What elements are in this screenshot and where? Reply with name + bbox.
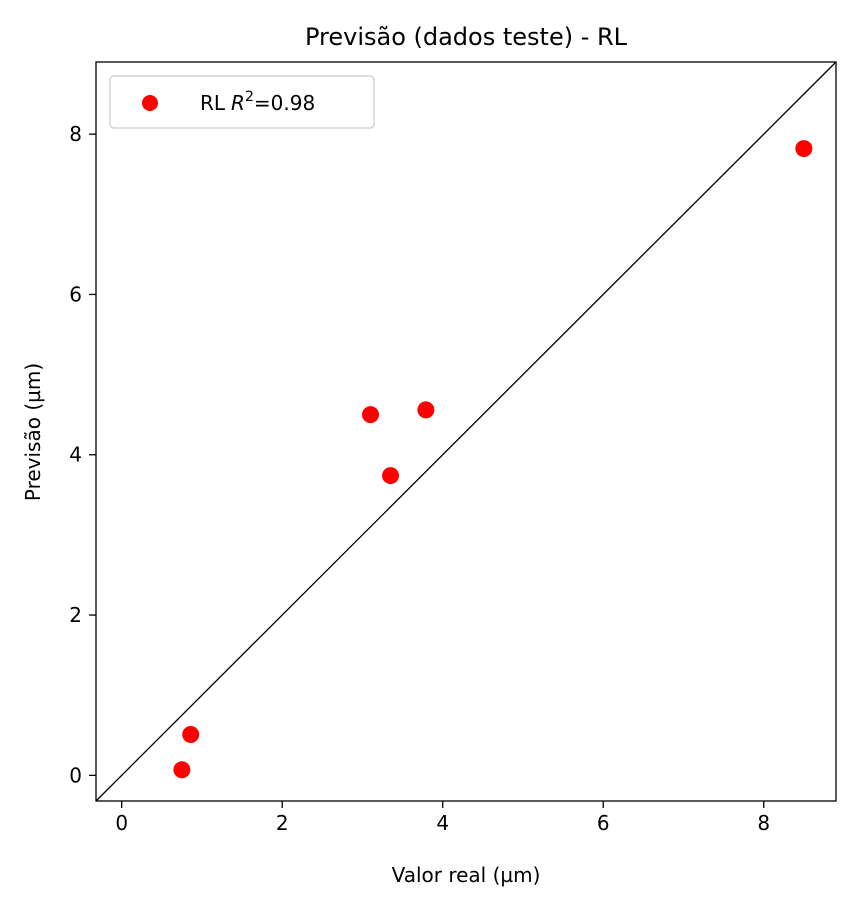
x-tick-label: 2 bbox=[276, 811, 289, 835]
axis-ticks: 0 2 4 6 8 0 2 4 6 8 bbox=[69, 122, 770, 835]
legend-r-symbol: R bbox=[231, 91, 245, 115]
y-tick-label: 0 bbox=[69, 763, 82, 787]
legend-label: RL R2=0.98 bbox=[200, 89, 315, 115]
scatter-point bbox=[361, 406, 379, 424]
legend: RL R2=0.98 bbox=[109, 75, 375, 129]
x-tick-label: 8 bbox=[757, 811, 770, 835]
identity-line bbox=[95, 61, 837, 802]
legend-box bbox=[109, 75, 375, 129]
legend-marker bbox=[142, 95, 158, 111]
y-axis-label: Previsão (µm) bbox=[21, 363, 45, 501]
legend-r2-value: =0.98 bbox=[254, 91, 315, 115]
identity-line-layer bbox=[95, 61, 837, 802]
plot-area-frame bbox=[95, 61, 837, 802]
x-tick-label: 0 bbox=[115, 811, 128, 835]
scatter-point bbox=[417, 401, 435, 419]
x-tick-label: 4 bbox=[436, 811, 449, 835]
scatter-point bbox=[382, 467, 400, 485]
scatter-point bbox=[173, 761, 191, 779]
scatter-point bbox=[182, 725, 200, 743]
legend-superscript: 2 bbox=[245, 89, 254, 105]
y-tick-label: 4 bbox=[69, 443, 82, 467]
x-tick-label: 6 bbox=[597, 811, 610, 835]
chart-title: Previsão (dados teste) - RL bbox=[305, 23, 628, 51]
scatter-point bbox=[795, 140, 813, 158]
y-tick-label: 6 bbox=[69, 282, 82, 306]
x-axis-label: Valor real (µm) bbox=[392, 863, 541, 887]
legend-series-name: RL bbox=[200, 91, 226, 115]
y-tick-label: 2 bbox=[69, 603, 82, 627]
y-tick-label: 8 bbox=[69, 122, 82, 146]
data-points bbox=[173, 140, 813, 779]
